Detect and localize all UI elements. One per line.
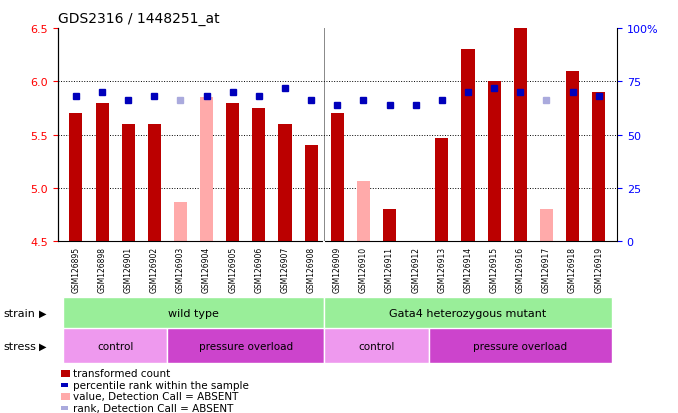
Bar — [514, 29, 527, 242]
Text: GSM126905: GSM126905 — [228, 246, 237, 292]
Text: GSM126915: GSM126915 — [490, 246, 498, 292]
Bar — [383, 210, 396, 242]
Text: GSM126917: GSM126917 — [542, 246, 551, 292]
Text: control: control — [359, 341, 395, 351]
Text: GSM126913: GSM126913 — [437, 246, 446, 292]
Text: GSM126912: GSM126912 — [412, 246, 420, 292]
Text: GSM126910: GSM126910 — [359, 246, 368, 292]
Text: GSM126916: GSM126916 — [516, 246, 525, 292]
Bar — [592, 93, 605, 242]
Bar — [121, 125, 135, 242]
Text: GSM126918: GSM126918 — [568, 246, 577, 292]
Text: GSM126906: GSM126906 — [254, 246, 263, 292]
Text: GSM126919: GSM126919 — [594, 246, 603, 292]
Text: ▶: ▶ — [39, 308, 47, 318]
Text: GSM126902: GSM126902 — [150, 246, 159, 292]
Bar — [304, 146, 318, 242]
Text: GSM126895: GSM126895 — [71, 246, 81, 292]
Text: GSM126911: GSM126911 — [385, 246, 394, 292]
Text: stress: stress — [3, 341, 36, 351]
Bar — [279, 125, 292, 242]
Text: value, Detection Call = ABSENT: value, Detection Call = ABSENT — [73, 392, 239, 401]
Text: control: control — [97, 341, 134, 351]
Bar — [252, 109, 265, 242]
Text: strain: strain — [3, 308, 35, 318]
Bar — [226, 103, 239, 242]
Bar — [540, 210, 553, 242]
Text: GDS2316 / 1448251_at: GDS2316 / 1448251_at — [58, 12, 219, 26]
Bar — [435, 138, 448, 242]
Bar — [69, 114, 83, 242]
Text: percentile rank within the sample: percentile rank within the sample — [73, 380, 249, 390]
Bar — [462, 50, 475, 242]
Text: Gata4 heterozygous mutant: Gata4 heterozygous mutant — [389, 308, 546, 318]
Bar — [324, 297, 612, 328]
Text: GSM126907: GSM126907 — [281, 246, 290, 292]
Text: GSM126914: GSM126914 — [464, 246, 473, 292]
Text: GSM126901: GSM126901 — [123, 246, 133, 292]
Bar — [167, 328, 324, 363]
Text: GSM126903: GSM126903 — [176, 246, 185, 292]
Text: pressure overload: pressure overload — [473, 341, 567, 351]
Text: GSM126908: GSM126908 — [306, 246, 316, 292]
Text: GSM126909: GSM126909 — [333, 246, 342, 292]
Bar — [428, 328, 612, 363]
Bar — [148, 125, 161, 242]
Bar — [324, 328, 428, 363]
Bar — [174, 202, 187, 242]
Text: pressure overload: pressure overload — [199, 341, 293, 351]
Bar — [63, 328, 167, 363]
Bar — [487, 82, 500, 242]
Bar — [566, 71, 579, 242]
Text: rank, Detection Call = ABSENT: rank, Detection Call = ABSENT — [73, 403, 234, 413]
Bar — [63, 297, 324, 328]
Text: ▶: ▶ — [39, 341, 47, 351]
Bar — [357, 182, 370, 242]
Text: GSM126898: GSM126898 — [98, 246, 106, 292]
Bar — [331, 114, 344, 242]
Text: transformed count: transformed count — [73, 368, 170, 378]
Bar — [96, 103, 108, 242]
Bar — [200, 98, 213, 242]
Text: GSM126904: GSM126904 — [202, 246, 211, 292]
Text: wild type: wild type — [168, 308, 219, 318]
